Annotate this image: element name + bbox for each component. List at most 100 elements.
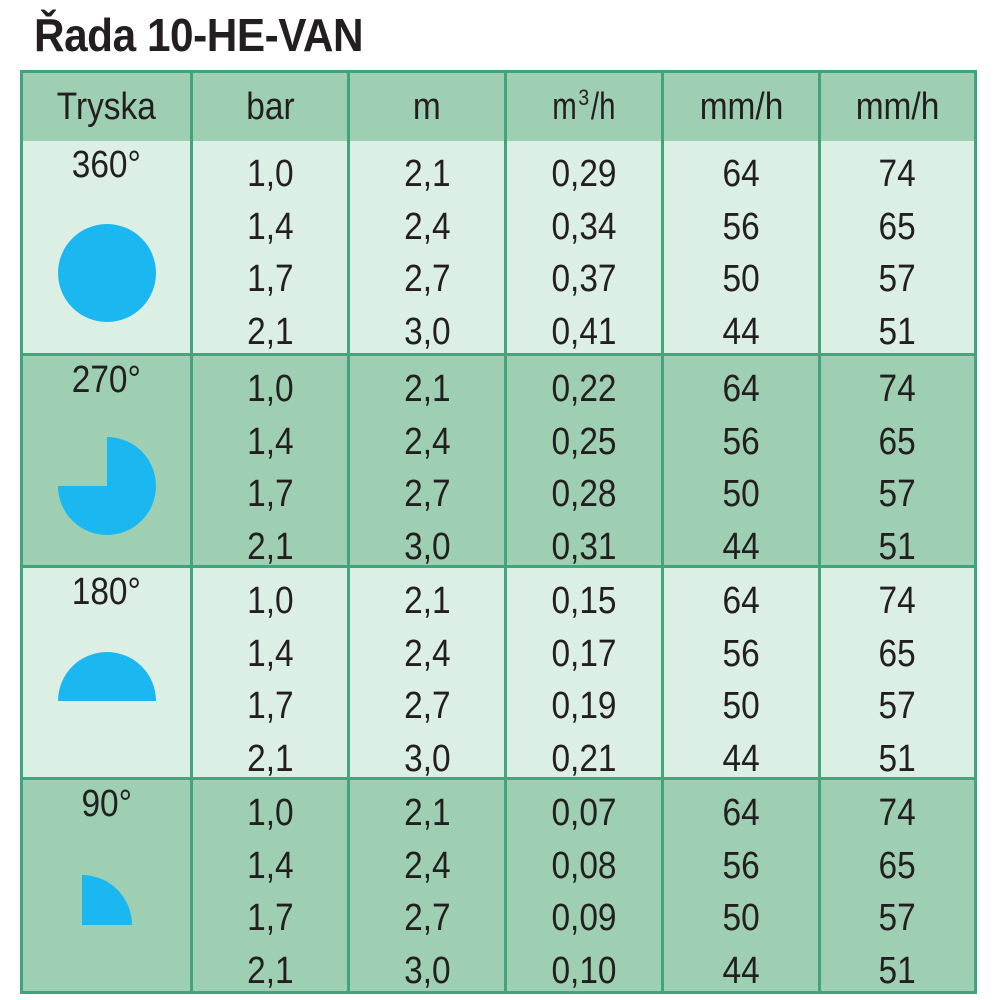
column-precip-1: 64 56 50 44 (664, 568, 821, 780)
table-cell: 2,4 (403, 632, 451, 675)
table-cell: 0,28 (551, 473, 617, 515)
table-cell: 1,4 (246, 844, 294, 887)
table-cell: 0,10 (551, 949, 617, 992)
column-precip-1: 64 56 50 44 (664, 780, 821, 992)
table-cell: 0,25 (551, 420, 617, 463)
table-cell: 64 (722, 792, 760, 834)
table-cell: 0,17 (551, 632, 617, 675)
table-cell: 0,15 (551, 580, 617, 622)
table-cell: 0,21 (551, 737, 617, 780)
table-cell: 2,1 (246, 737, 294, 780)
table-cell: 64 (722, 368, 760, 410)
table-cell: 2,1 (246, 310, 294, 353)
table-cell: 44 (722, 310, 760, 353)
column-radius: 2,1 2,4 2,7 3,0 (350, 141, 507, 353)
table-cell: 2,7 (403, 473, 451, 515)
column-precip-1: 64 56 50 44 (664, 356, 821, 568)
table-cell: 1,4 (246, 632, 294, 675)
header-flow: m3/h (507, 73, 664, 141)
column-radius: 2,1 2,4 2,7 3,0 (350, 780, 507, 992)
column-pressure: 1,0 1,4 1,7 2,1 (193, 356, 350, 568)
table-cell: 0,31 (551, 525, 617, 568)
table-cell: 0,29 (551, 153, 617, 195)
table-cell: 0,19 (551, 685, 617, 727)
table-cell: 74 (878, 368, 917, 410)
table-cell: 1,4 (246, 205, 294, 248)
table-cell: 1,0 (246, 792, 294, 834)
table-cell: 1,0 (246, 153, 294, 195)
nozzle-angle-label: 270° (71, 359, 142, 401)
table-cell: 44 (722, 737, 760, 780)
column-radius: 2,1 2,4 2,7 3,0 (350, 356, 507, 568)
column-pressure: 1,0 1,4 1,7 2,1 (193, 780, 350, 992)
table-cell: 65 (878, 844, 917, 887)
table-cell: 51 (878, 737, 917, 780)
table-cell: 50 (722, 258, 760, 300)
table-cell: 0,41 (551, 310, 617, 353)
table-cell: 74 (878, 792, 917, 834)
half-circle-180-icon (23, 650, 190, 702)
table-cell: 64 (722, 153, 760, 195)
table-cell: 51 (878, 310, 917, 353)
nozzle-group: 360° 1,0 1,4 1,7 2,1 2,1 2,4 2,7 3,0 0,29 0,34 0,37… (23, 141, 974, 356)
header-precip-1: mm/h (664, 73, 821, 141)
table-cell: 2,4 (403, 420, 451, 463)
table-cell: 0,34 (551, 205, 617, 248)
header-nozzle: Tryska (23, 73, 193, 141)
table-cell: 2,4 (403, 844, 451, 887)
table-cell: 51 (878, 949, 917, 992)
table-cell: 2,1 (403, 368, 451, 410)
table-cell: 50 (722, 473, 760, 515)
nozzle-group: 90° 1,0 1,4 1,7 2,1 2,1 2,4 2,7 3,0 0,07 0,08 0,09 0… (23, 780, 974, 992)
table-cell: 65 (878, 420, 917, 463)
table-cell: 2,1 (403, 153, 451, 195)
table-cell: 1,7 (246, 685, 294, 727)
table-cell: 0,09 (551, 897, 617, 939)
table-cell: 1,7 (246, 258, 294, 300)
table-cell: 56 (722, 844, 760, 887)
column-precip-2: 74 65 57 51 (821, 780, 974, 992)
table-cell: 50 (722, 897, 760, 939)
table-cell: 3,0 (403, 737, 451, 780)
nozzle-cell: 180° (23, 568, 193, 777)
table-cell: 57 (878, 897, 917, 939)
table-cell: 1,7 (246, 473, 294, 515)
column-flow: 0,29 0,34 0,37 0,41 (507, 141, 664, 353)
table-cell: 50 (722, 685, 760, 727)
table-cell: 74 (878, 580, 917, 622)
table-cell: 56 (722, 632, 760, 675)
table-cell: 64 (722, 580, 760, 622)
table-cell: 65 (878, 205, 917, 248)
column-pressure: 1,0 1,4 1,7 2,1 (193, 141, 350, 353)
table-cell: 1,4 (246, 420, 294, 463)
column-pressure: 1,0 1,4 1,7 2,1 (193, 568, 350, 780)
table-cell: 2,7 (403, 685, 451, 727)
table-cell: 1,7 (246, 897, 294, 939)
table-cell: 2,7 (403, 897, 451, 939)
column-precip-2: 74 65 57 51 (821, 356, 974, 568)
nozzle-angle-label: 360° (71, 144, 142, 186)
nozzle-group: 270° 1,0 1,4 1,7 2,1 2,1 2,4 2,7 3,0 0,22 0,25 0,28… (23, 356, 974, 568)
table-cell: 3,0 (403, 310, 451, 353)
table-cell: 2,7 (403, 258, 451, 300)
circle-360-icon (23, 223, 190, 323)
table-cell: 1,0 (246, 580, 294, 622)
header-pressure: bar (193, 73, 350, 141)
table-cell: 2,1 (403, 580, 451, 622)
table-cell: 57 (878, 473, 917, 515)
column-flow: 0,07 0,08 0,09 0,10 (507, 780, 664, 992)
table-cell: 65 (878, 632, 917, 675)
circle-270-icon (23, 436, 190, 536)
table-cell: 74 (878, 153, 917, 195)
table-cell: 3,0 (403, 949, 451, 992)
table-cell: 56 (722, 420, 760, 463)
table-cell: 0,22 (551, 368, 617, 410)
table-cell: 2,1 (246, 949, 294, 992)
header-radius: m (350, 73, 507, 141)
table-cell: 44 (722, 949, 760, 992)
table-cell: 56 (722, 205, 760, 248)
table-cell: 57 (878, 258, 917, 300)
table-cell: 2,1 (403, 792, 451, 834)
table-cell: 44 (722, 525, 760, 568)
nozzle-cell: 360° (23, 141, 193, 353)
